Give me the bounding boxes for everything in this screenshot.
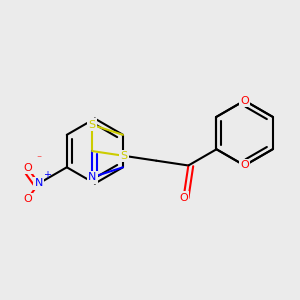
Text: O: O	[240, 96, 249, 106]
Text: N: N	[88, 172, 96, 182]
Text: N: N	[34, 178, 43, 188]
Text: S: S	[121, 151, 128, 161]
Text: ⁻: ⁻	[36, 154, 41, 164]
Text: O: O	[23, 163, 32, 172]
Text: S: S	[88, 120, 96, 130]
Text: +: +	[43, 170, 51, 180]
Text: O: O	[240, 160, 249, 170]
Text: O: O	[23, 194, 32, 204]
Text: O: O	[179, 193, 188, 202]
